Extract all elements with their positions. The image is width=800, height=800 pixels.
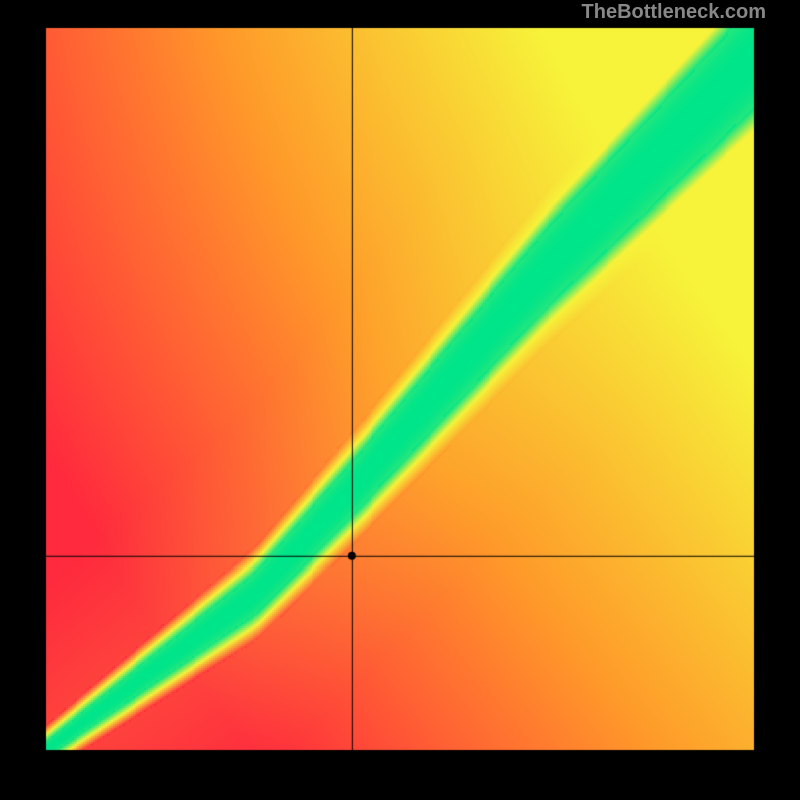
heatmap-chart (0, 0, 800, 800)
watermark-text: TheBottleneck.com (582, 1, 766, 24)
